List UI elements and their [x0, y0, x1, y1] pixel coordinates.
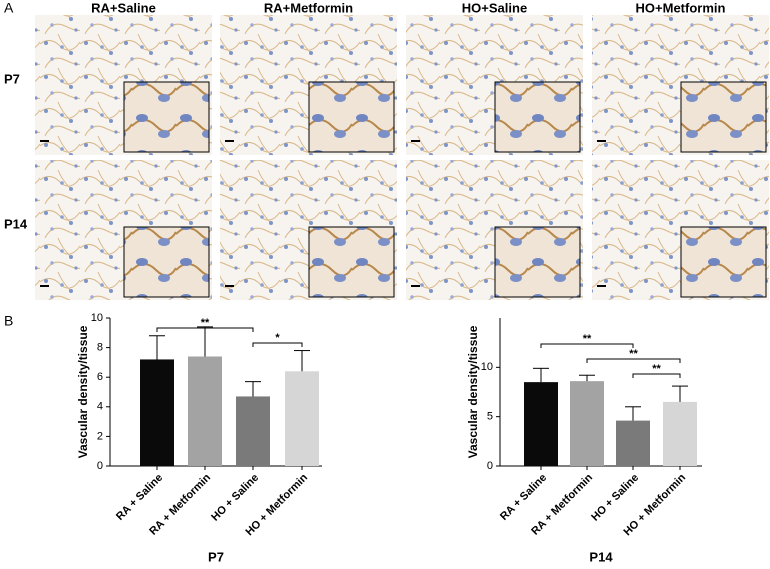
y-axis-label: Vascular density/tissue: [466, 325, 480, 458]
y-tick-label: 2: [97, 430, 103, 442]
inset: [308, 226, 395, 298]
inset: [123, 226, 210, 298]
y-tick-label: 10: [481, 361, 493, 373]
inset: [680, 226, 767, 298]
significance-bracket: [632, 373, 681, 378]
y-tick-label: 8: [97, 342, 103, 354]
inset: [494, 81, 581, 153]
bar: [616, 420, 650, 466]
significance-bracket: [156, 327, 254, 332]
significance-bracket: [586, 358, 681, 363]
significance-bracket: [540, 343, 634, 348]
panel-label: A: [4, 0, 14, 16]
x-tick-label: HO + Saline: [589, 472, 641, 524]
significance-label: **: [201, 317, 210, 329]
inset: [494, 226, 581, 298]
significance-label: **: [583, 333, 592, 345]
significance-bracket: [252, 342, 303, 347]
bar: [285, 371, 319, 466]
column-header: RA+Saline: [91, 0, 156, 15]
y-tick-label: 0: [97, 460, 103, 472]
x-axis-label: P14: [589, 549, 613, 564]
inset: [123, 81, 210, 153]
inset: [680, 81, 767, 153]
column-header: RA+Metformin: [264, 0, 353, 15]
significance-label: **: [629, 348, 638, 360]
y-tick-label: 4: [97, 401, 103, 413]
row-label: P14: [4, 216, 28, 231]
column-header: HO+Saline: [462, 0, 527, 15]
bar: [524, 382, 558, 466]
y-tick-label: 6: [97, 371, 103, 383]
y-axis-label: Vascular density/tissue: [76, 325, 90, 458]
bar: [140, 359, 174, 466]
bar: [236, 396, 270, 466]
significance-label: *: [275, 332, 280, 344]
inset: [308, 81, 395, 153]
bar: [188, 356, 222, 466]
x-tick-label: HO + Saline: [209, 472, 261, 524]
y-tick-label: 0: [487, 460, 493, 472]
bar: [570, 381, 604, 466]
y-tick-label: 10: [91, 312, 103, 324]
row-label: P7: [4, 71, 20, 86]
y-tick-label: 5: [487, 411, 493, 423]
significance-label: **: [652, 363, 661, 375]
x-tick-label: RA + Saline: [114, 472, 165, 523]
x-tick-label: RA + Saline: [498, 472, 549, 523]
image-grid: RA+Saline RA+Metformin HO+Saline HO+Metform…: [4, 0, 769, 300]
panel-label: B: [4, 313, 13, 329]
x-axis-label: P7: [208, 549, 224, 564]
column-header: HO+Metformin: [636, 0, 726, 15]
bar: [663, 401, 697, 466]
